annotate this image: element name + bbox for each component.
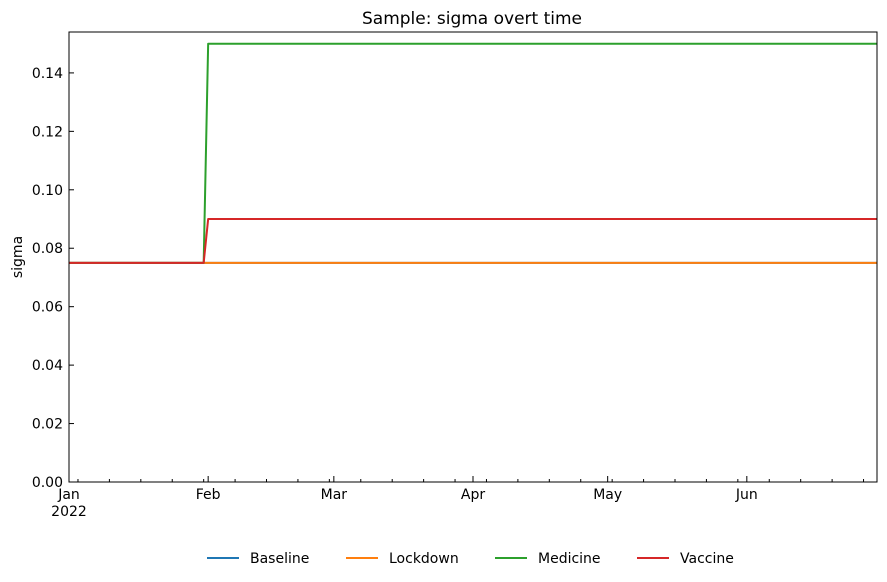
x-tick-label: May: [593, 487, 622, 503]
y-tick-label: 0.06: [32, 300, 63, 316]
y-tick-label: 0.02: [32, 417, 63, 433]
x-tick-label: Mar: [321, 487, 348, 503]
x-tick-label: Jun: [735, 487, 758, 503]
y-tick-label: 0.00: [32, 475, 63, 491]
legend-label-lockdown: Lockdown: [389, 551, 459, 567]
legend-label-baseline: Baseline: [250, 551, 309, 567]
y-tick-label: 0.08: [32, 241, 63, 257]
legend-label-medicine: Medicine: [538, 551, 601, 567]
y-axis-label: sigma: [10, 236, 26, 278]
chart-title: Sample: sigma overt time: [362, 9, 582, 29]
x-tick-label: Apr: [461, 487, 485, 503]
y-tick-label: 0.04: [32, 358, 63, 374]
x-tick-sublabel: 2022: [51, 504, 87, 520]
series-layer: [69, 42, 877, 264]
x-tick-label: Jan: [57, 487, 80, 503]
y-tick-label: 0.14: [32, 66, 63, 82]
series-line-medicine: [69, 42, 877, 264]
legend-label-vaccine: Vaccine: [680, 551, 734, 567]
y-tick-label: 0.12: [32, 124, 63, 140]
plot-frame: [68, 31, 878, 483]
legend: Baseline Lockdown Medicine Vaccine: [207, 551, 734, 567]
series-line-vaccine: [69, 218, 877, 264]
y-tick-label: 0.10: [32, 183, 63, 199]
x-tick-label: Feb: [196, 487, 221, 503]
